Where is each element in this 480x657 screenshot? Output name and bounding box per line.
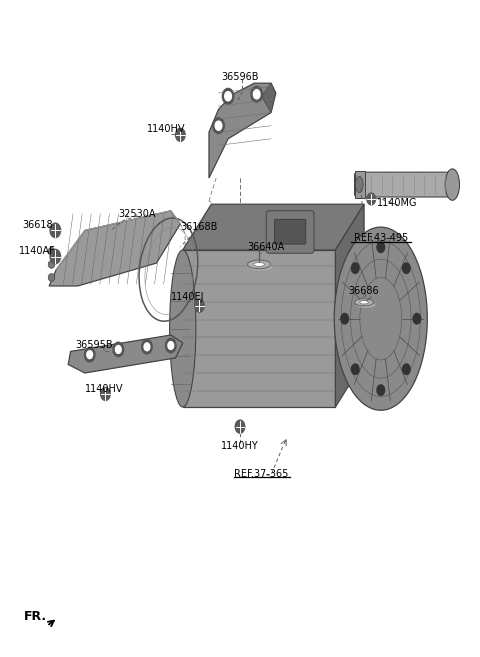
Circle shape bbox=[101, 388, 110, 401]
Circle shape bbox=[144, 343, 150, 351]
Circle shape bbox=[50, 250, 60, 263]
Text: REF.43-495: REF.43-495 bbox=[354, 233, 408, 243]
Circle shape bbox=[166, 338, 176, 353]
Circle shape bbox=[225, 92, 231, 101]
Polygon shape bbox=[356, 171, 365, 198]
Ellipse shape bbox=[356, 176, 363, 193]
Polygon shape bbox=[183, 250, 336, 407]
Ellipse shape bbox=[357, 302, 375, 308]
Ellipse shape bbox=[169, 250, 196, 407]
Text: 32530A: 32530A bbox=[119, 209, 156, 219]
Polygon shape bbox=[68, 335, 183, 373]
Circle shape bbox=[50, 223, 60, 238]
FancyBboxPatch shape bbox=[355, 172, 452, 197]
Polygon shape bbox=[49, 211, 180, 286]
Circle shape bbox=[377, 385, 384, 396]
Text: 36686: 36686 bbox=[349, 286, 379, 296]
Text: 1140AF: 1140AF bbox=[19, 246, 56, 256]
Text: 36618: 36618 bbox=[22, 220, 52, 230]
Polygon shape bbox=[336, 204, 364, 407]
Circle shape bbox=[413, 313, 420, 324]
Circle shape bbox=[176, 128, 185, 141]
Polygon shape bbox=[262, 83, 276, 112]
Ellipse shape bbox=[250, 263, 273, 271]
Text: 36596B: 36596B bbox=[221, 72, 259, 81]
Polygon shape bbox=[209, 83, 276, 178]
Ellipse shape bbox=[48, 248, 55, 255]
Text: 1140EJ: 1140EJ bbox=[171, 292, 204, 302]
Text: 36168B: 36168B bbox=[181, 222, 218, 232]
Circle shape bbox=[377, 242, 384, 252]
Circle shape bbox=[84, 348, 95, 362]
Ellipse shape bbox=[48, 260, 55, 268]
Circle shape bbox=[253, 90, 260, 99]
Circle shape bbox=[341, 313, 348, 324]
Polygon shape bbox=[183, 204, 364, 250]
Text: 1140HV: 1140HV bbox=[85, 384, 123, 394]
Circle shape bbox=[215, 121, 222, 130]
Text: 1140HV: 1140HV bbox=[147, 124, 185, 134]
Circle shape bbox=[113, 342, 123, 357]
Ellipse shape bbox=[48, 273, 55, 281]
Text: 1140MG: 1140MG bbox=[377, 198, 418, 208]
Text: FR.: FR. bbox=[24, 610, 48, 623]
Ellipse shape bbox=[334, 227, 427, 410]
Circle shape bbox=[195, 299, 204, 312]
FancyBboxPatch shape bbox=[275, 219, 306, 244]
Text: 36595B: 36595B bbox=[76, 340, 113, 350]
Circle shape bbox=[213, 118, 224, 133]
Circle shape bbox=[403, 263, 410, 273]
Circle shape bbox=[351, 364, 359, 374]
Circle shape bbox=[351, 263, 359, 273]
Circle shape bbox=[251, 87, 263, 102]
Ellipse shape bbox=[355, 299, 373, 306]
Circle shape bbox=[403, 364, 410, 374]
Ellipse shape bbox=[360, 301, 368, 304]
Text: 36640A: 36640A bbox=[248, 242, 285, 252]
Circle shape bbox=[116, 346, 121, 353]
Circle shape bbox=[142, 340, 152, 354]
Text: 1140HY: 1140HY bbox=[221, 442, 259, 451]
FancyBboxPatch shape bbox=[266, 211, 314, 253]
Text: REF.37-365: REF.37-365 bbox=[234, 468, 288, 479]
Circle shape bbox=[222, 89, 234, 104]
Circle shape bbox=[235, 420, 245, 433]
Ellipse shape bbox=[254, 262, 264, 266]
Circle shape bbox=[367, 193, 375, 205]
Circle shape bbox=[168, 342, 174, 350]
Ellipse shape bbox=[248, 260, 271, 269]
Ellipse shape bbox=[445, 169, 459, 200]
Circle shape bbox=[87, 351, 93, 359]
